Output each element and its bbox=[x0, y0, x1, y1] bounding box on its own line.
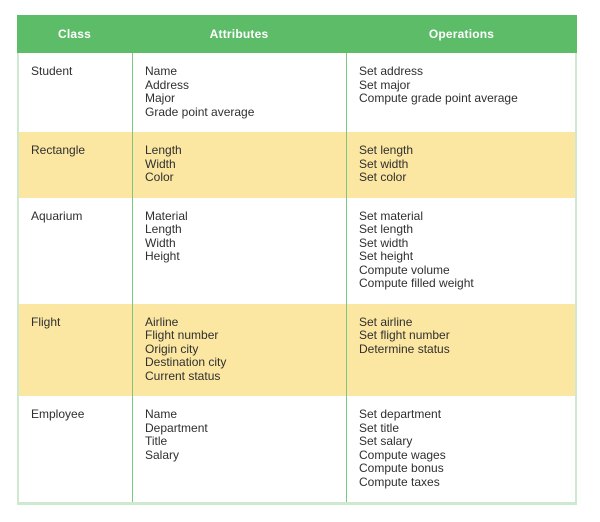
table-row: Aquarium Material Length Width Height Se… bbox=[19, 197, 575, 304]
cell-attributes: Material Length Width Height bbox=[132, 197, 346, 304]
table-row: Flight Airline Flight number Origin city… bbox=[19, 303, 575, 396]
header-operations: Operations bbox=[428, 27, 495, 41]
table-header-row: Class Attributes Operations bbox=[17, 15, 577, 53]
cell-class: Flight bbox=[31, 314, 61, 329]
header-attributes: Attributes bbox=[209, 27, 269, 41]
cell-attributes: Name Address Major Grade point average bbox=[132, 53, 346, 132]
cell-operations: Set address Set major Compute grade poin… bbox=[346, 53, 575, 132]
cell-attributes: Length Width Color bbox=[132, 132, 346, 198]
table-row: Student Name Address Major Grade point a… bbox=[19, 53, 575, 132]
cell-attributes: Airline Flight number Origin city Destin… bbox=[132, 303, 346, 396]
cell-class: Aquarium bbox=[31, 208, 83, 223]
table-row: Employee Name Department Title Salary Se… bbox=[19, 396, 575, 502]
cell-operations: Set airline Set flight number Determine … bbox=[346, 303, 575, 396]
cell-operations: Set department Set title Set salary Comp… bbox=[346, 396, 575, 502]
class-table: Class Attributes Operations Student Name… bbox=[17, 15, 577, 505]
cell-operations: Set length Set width Set color bbox=[346, 132, 575, 198]
cell-class: Rectangle bbox=[31, 143, 86, 157]
table-body: Student Name Address Major Grade point a… bbox=[17, 53, 577, 505]
header-class: Class bbox=[57, 27, 92, 41]
cell-operations: Set material Set length Set width Set he… bbox=[346, 197, 575, 304]
cell-attributes: Name Department Title Salary bbox=[132, 396, 346, 502]
cell-class: Employee bbox=[31, 407, 85, 421]
cell-class: Student bbox=[31, 64, 73, 78]
table-row: Rectangle Length Width Color Set length … bbox=[19, 132, 575, 198]
